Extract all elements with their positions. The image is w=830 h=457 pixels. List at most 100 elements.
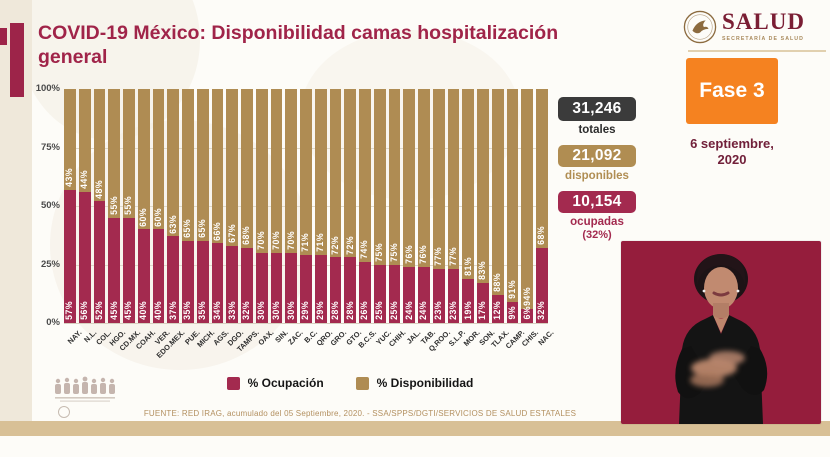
ocupacion-value: 30%: [285, 301, 296, 320]
ocupacion-segment: 9%: [506, 301, 519, 323]
x-label-cell: OAX.: [256, 326, 275, 370]
x-label-cell: QRO.: [314, 326, 334, 370]
ocupacion-value: 25%: [388, 301, 399, 320]
sign-language-interpreter-video: [621, 241, 821, 424]
disponibilidad-segment: 43%: [64, 89, 76, 190]
disponibilidad-value: 55%: [108, 195, 119, 215]
bar-hgo: 55% 45%: [108, 89, 120, 323]
ocupacion-swatch-icon: [226, 376, 240, 390]
salud-wordmark: SALUD: [722, 9, 805, 34]
bars: 43% 57% 44% 56% 48% 52% 55% 45% 55% 45% 60% 40% 60% 4…: [64, 89, 548, 323]
disponibilidad-segment: 74%: [359, 89, 371, 263]
salud-subtitle: SECRETARÍA DE SALUD: [722, 36, 804, 42]
stat-total-value: 31,246: [572, 100, 622, 117]
disponibilidad-value: 72%: [344, 235, 355, 255]
disponibilidad-value: 68%: [241, 226, 252, 246]
bar-sin: 70% 30%: [270, 89, 283, 323]
disponibilidad-value: 77%: [447, 247, 458, 267]
disponibilidad-value: 60%: [138, 207, 149, 227]
ocupacion-segment: 37%: [167, 236, 179, 323]
bar-qro: 71% 29%: [314, 89, 327, 323]
x-label-cell: COL.: [94, 326, 113, 370]
ocupacion-value: 56%: [79, 301, 90, 320]
disponibilidad-segment: 68%: [536, 89, 548, 249]
ocupacion-value: 33%: [226, 301, 237, 320]
bar-gto: 72% 28%: [344, 89, 356, 323]
ocupacion-value: 32%: [536, 301, 547, 320]
bar-jal: 76% 24%: [403, 89, 415, 323]
bar-ver: 60% 40%: [152, 89, 165, 323]
ocupacion-segment: 30%: [270, 252, 283, 323]
ocupacion-value: 26%: [359, 301, 370, 320]
chart-legend: % Ocupación % Disponibilidad: [115, 376, 585, 390]
disponibilidad-segment: 48%: [93, 89, 106, 202]
x-label-cell: EDO.MEX.: [155, 326, 187, 370]
disponibilidad-segment: 72%: [329, 89, 342, 258]
ocupacion-segment: 52%: [93, 201, 106, 323]
ocupacion-segment: 32%: [241, 248, 253, 323]
x-label-cell: CAMP.: [503, 326, 526, 370]
x-label-cell: NAY.: [64, 326, 83, 370]
interpreter-illustration: [621, 241, 821, 424]
disponibilidad-value: 70%: [256, 230, 267, 250]
disponibilidad-value: 66%: [211, 221, 222, 241]
disponibilidad-segment: 70%: [285, 89, 297, 253]
bar-dgo: 67% 33%: [226, 89, 238, 323]
bar-nay: 43% 57%: [64, 89, 76, 323]
ocupacion-value: 17%: [477, 301, 488, 320]
x-label-cell: MOR.: [461, 326, 481, 370]
page-title: COVID-19 México: Disponibilidad camas ho…: [38, 22, 559, 68]
disponibilidad-value: 75%: [374, 242, 385, 262]
y-tick: 25%: [40, 258, 60, 270]
ocupacion-value: 24%: [418, 301, 429, 320]
disponibilidad-value: 81%: [462, 256, 473, 276]
y-tick: 100%: [35, 83, 60, 94]
disponibilidad-value: 91%: [506, 280, 517, 299]
bar-cdmx: 55% 45%: [123, 89, 135, 323]
bar-mor: 81% 19%: [462, 89, 474, 323]
ocupacion-value: 35%: [197, 301, 208, 320]
ocupacion-value: 40%: [138, 301, 149, 320]
ocupacion-value: 23%: [433, 301, 444, 320]
bar-ags: 66% 34%: [211, 89, 224, 323]
ocupacion-value: 45%: [108, 301, 119, 320]
bar-camp: 91% 9%: [506, 89, 519, 323]
disponibilidad-value: 60%: [152, 207, 163, 227]
bar-coah: 60% 40%: [137, 89, 150, 323]
x-label-cell: SIN.: [271, 326, 290, 370]
disponibilidad-value: 76%: [403, 245, 414, 264]
disponibilidad-segment: 91%: [506, 89, 519, 302]
disponibilidad-value: 76%: [418, 245, 429, 264]
disponibilidad-swatch-icon: [355, 376, 369, 390]
x-label-cell: S.L.P.: [447, 326, 467, 370]
ocupacion-segment: 45%: [108, 217, 120, 323]
heroes-watermark-logo: [50, 374, 122, 425]
bar-edomex: 63% 37%: [167, 89, 179, 323]
bar-pue: 65% 35%: [182, 89, 194, 323]
bar-tamps: 68% 32%: [241, 89, 253, 323]
x-label-cell: CHIH.: [387, 326, 408, 370]
disponibilidad-segment: 55%: [123, 89, 135, 218]
x-label-cell: NAC.: [536, 326, 555, 370]
x-label-cell: COAH.: [134, 326, 157, 370]
bar-gro: 72% 28%: [329, 89, 342, 323]
ocupacion-value: 28%: [344, 301, 355, 320]
disponibilidad-value: 83%: [477, 261, 488, 281]
disponibilidad-value: 77%: [433, 247, 444, 267]
ocupacion-value: 25%: [374, 301, 385, 320]
disponibilidad-value: 44%: [79, 170, 90, 189]
ocupacion-segment: 32%: [536, 248, 548, 323]
disponibilidad-value: 63%: [167, 214, 178, 234]
disponibilidad-value: 71%: [300, 233, 311, 253]
y-axis: 100% 75% 50% 25% 0%: [26, 83, 60, 329]
stat-label: disponibles: [565, 170, 629, 182]
bar-zac: 70% 30%: [285, 89, 297, 323]
ocupacion-value: 30%: [270, 301, 281, 320]
disponibilidad-segment: 77%: [432, 89, 445, 270]
ocupacion-segment: 19%: [462, 278, 474, 323]
ocupacion-segment: 28%: [344, 257, 356, 323]
ocupacion-segment: 30%: [285, 252, 297, 323]
disponibilidad-value: 70%: [285, 230, 296, 250]
phase-box: Fase 3: [686, 58, 778, 124]
